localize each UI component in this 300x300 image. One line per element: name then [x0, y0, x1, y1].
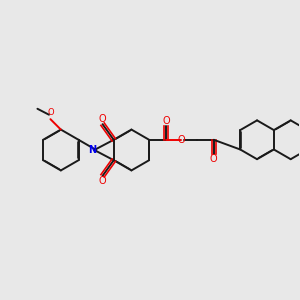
Text: O: O [210, 154, 218, 164]
Text: O: O [162, 116, 170, 126]
Text: O: O [99, 176, 106, 186]
Text: O: O [99, 114, 106, 124]
Text: O: O [47, 108, 54, 117]
Text: N: N [88, 145, 96, 155]
Text: O: O [178, 135, 185, 145]
